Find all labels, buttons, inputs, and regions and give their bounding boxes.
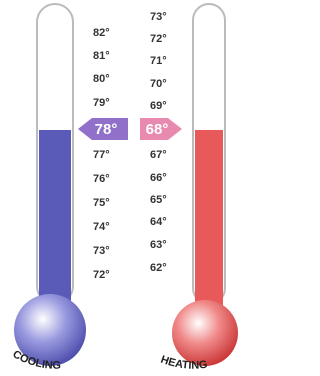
heating-thermometer — [172, 4, 238, 366]
heating-tick: 62° — [150, 262, 167, 274]
cooling-tick: 79° — [93, 97, 110, 109]
cooling-tick: 77° — [93, 149, 110, 161]
cooling-tick: 75° — [93, 197, 110, 209]
cooling-tick: 73° — [93, 245, 110, 257]
heating-tick: 71° — [150, 55, 167, 67]
cooling-tick: 81° — [93, 50, 110, 62]
heating-tick: 69° — [150, 100, 167, 112]
cooling-setpoint[interactable]: 78° — [95, 121, 118, 138]
cooling-tick: 76° — [93, 173, 110, 185]
heating-tick: 64° — [150, 216, 167, 228]
cooling-tick: 74° — [93, 221, 110, 233]
cooling-tick: 72° — [93, 269, 110, 281]
heating-tick: 65° — [150, 194, 167, 206]
thermostat: 78° 68° COOLING HEATING 82°81°80°79°77°7… — [0, 0, 240, 376]
heating-tick: 67° — [150, 149, 167, 161]
cooling-tick: 80° — [93, 73, 110, 85]
cooling-tick: 82° — [93, 27, 110, 39]
cooling-thermometer — [14, 4, 86, 366]
heating-tick: 73° — [150, 11, 167, 23]
heating-tick: 63° — [150, 239, 167, 251]
heating-tick: 70° — [150, 78, 167, 90]
heating-tick: 72° — [150, 33, 167, 45]
heating-tick: 66° — [150, 172, 167, 184]
heating-setpoint[interactable]: 68° — [146, 121, 169, 138]
